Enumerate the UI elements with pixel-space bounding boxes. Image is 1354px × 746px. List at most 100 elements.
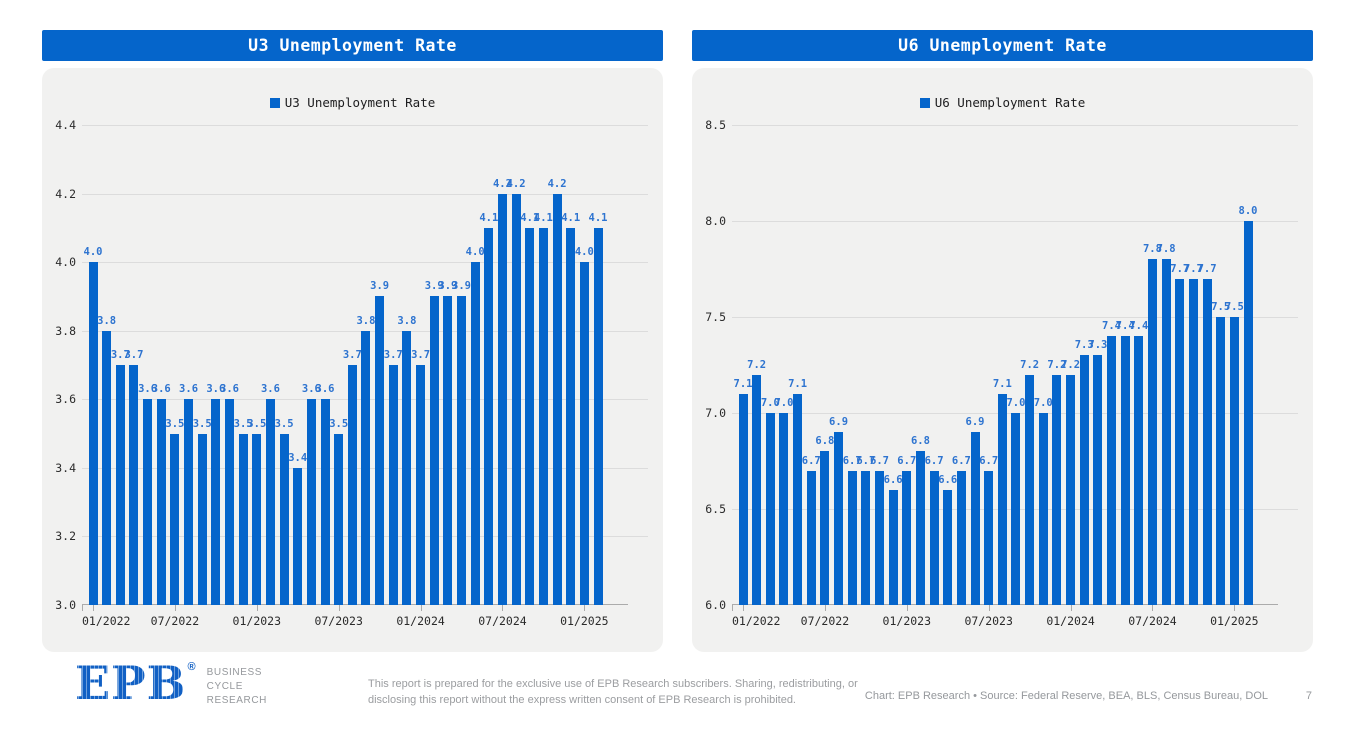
x-axis-tick	[732, 605, 733, 611]
bar-value-label: 3.9	[438, 280, 458, 293]
x-axis-tick	[906, 605, 908, 611]
bar	[593, 227, 603, 605]
x-axis-tick	[338, 605, 340, 611]
bar-value-label: 3.5	[165, 417, 185, 430]
bar-value-label: 3.6	[220, 383, 239, 396]
bar	[429, 296, 439, 605]
bar-value-label: 6.7	[842, 454, 862, 467]
y-axis-tick-label: 6.0	[705, 598, 726, 612]
bar	[102, 330, 112, 605]
x-axis-tick	[420, 605, 422, 611]
page-number: 7	[1305, 690, 1312, 702]
bar-value-label: 3.8	[97, 314, 117, 327]
bar-value-label: 3.5	[233, 417, 253, 430]
bar-value-label: 6.7	[979, 454, 999, 467]
bar-value-label: 3.7	[342, 349, 362, 361]
bar-value-label: 7.2	[1020, 358, 1040, 371]
epb-logo: EPB ® BUSINESS CYCLE RESEARCH	[75, 660, 267, 709]
bar	[497, 193, 507, 605]
bar	[1216, 317, 1226, 605]
bar	[184, 399, 194, 605]
disclaimer-line: This report is prepared for the exclusiv…	[368, 678, 858, 690]
bar	[197, 433, 207, 605]
bar	[929, 470, 939, 605]
bar-value-label: 4.1	[561, 211, 581, 224]
bar	[806, 470, 816, 605]
bar	[1011, 413, 1021, 605]
bar	[984, 470, 994, 605]
gridline	[82, 262, 648, 264]
bar-value-label: 7.5	[1224, 301, 1244, 313]
bar	[1066, 374, 1076, 605]
bar-value-label: 4.2	[492, 177, 512, 190]
bar-value-label: 7.8	[1156, 243, 1176, 256]
legend-swatch-icon	[919, 97, 930, 108]
bar-value-label: 3.6	[260, 383, 280, 396]
bar-value-label: 7.4	[1102, 320, 1121, 333]
bar-value-label: 8.0	[1238, 205, 1258, 217]
x-axis-tick-label: 01/2024	[396, 614, 445, 628]
bar	[915, 451, 925, 605]
bar-value-label: 7.0	[1033, 397, 1053, 409]
x-axis-tick-label: 01/2023	[232, 614, 282, 628]
x-axis-tick-label: 01/2025	[560, 614, 609, 628]
bar-value-label: 3.7	[110, 349, 130, 361]
u3-chart-title-bar: U3 Unemployment Rate	[42, 30, 663, 61]
chart-source-text: Chart: EPB Research • Source: Federal Re…	[864, 690, 1268, 702]
y-axis-tick-label: 3.4	[55, 460, 76, 475]
x-axis-tick	[1234, 605, 1236, 611]
bar-value-label: 7.5	[1211, 301, 1231, 313]
bar	[470, 262, 480, 605]
bar	[779, 413, 789, 605]
bar-value-label: 3.6	[151, 383, 171, 396]
x-axis-tick-label: 07/2024	[1128, 614, 1177, 628]
bar	[443, 296, 453, 605]
bar-value-label: 4.1	[588, 211, 608, 224]
bar	[1052, 374, 1062, 605]
bar-value-label: 3.8	[397, 314, 417, 327]
u6-chart-title-bar: U6 Unemployment Rate	[692, 30, 1313, 61]
bar	[1229, 317, 1239, 605]
gridline	[82, 125, 648, 126]
bar	[943, 489, 953, 605]
bar-value-label: 7.2	[747, 358, 767, 371]
x-axis-tick	[174, 605, 176, 611]
bar	[238, 433, 248, 605]
bar-value-label: 3.9	[452, 280, 471, 293]
bar	[1093, 355, 1103, 605]
y-axis-tick-label: 3.2	[55, 529, 76, 544]
bar-value-label: 7.0	[774, 397, 794, 409]
bar	[416, 365, 426, 605]
u6-legend-label: U6 Unemployment Rate	[934, 95, 1086, 110]
bar-value-label: 4.2	[506, 177, 526, 190]
bar	[293, 467, 303, 605]
bar	[402, 330, 412, 605]
bar	[1147, 259, 1157, 605]
x-axis-tick-label: 07/2024	[478, 614, 527, 628]
bar	[211, 399, 221, 605]
bar-value-label: 3.6	[179, 383, 199, 396]
bar	[820, 451, 830, 605]
bar	[1025, 374, 1035, 605]
x-axis-tick-label: 01/2023	[882, 614, 932, 628]
bar	[861, 470, 871, 605]
bar-value-label: 4.1	[520, 211, 540, 224]
bar-value-label: 7.4	[1115, 320, 1135, 333]
bar-value-label: 3.4	[288, 451, 308, 464]
u6-plot-area: 6.0 6.5 7.0 7.5 8.0 8.5 7.1 7.2 7.0 7.0 7.1 6.7 6.8 6…	[705, 118, 1298, 628]
bar	[1175, 278, 1185, 605]
bar	[902, 470, 912, 605]
bar-value-label: 6.6	[938, 473, 958, 486]
u3-legend: U3 Unemployment Rate	[42, 95, 663, 110]
bar-value-label: 3.5	[192, 417, 212, 430]
bar	[457, 296, 466, 605]
bar	[320, 399, 330, 605]
bar-value-label: 7.7	[1197, 262, 1217, 275]
bar	[1161, 259, 1171, 605]
bar-value-label: 3.5	[274, 417, 294, 430]
bar-value-label: 4.0	[465, 246, 485, 259]
x-axis-tick	[502, 605, 504, 611]
bar	[1202, 278, 1212, 605]
bar-value-label: 6.8	[910, 435, 930, 448]
logo-subtext-line: CYCLE	[206, 681, 243, 693]
